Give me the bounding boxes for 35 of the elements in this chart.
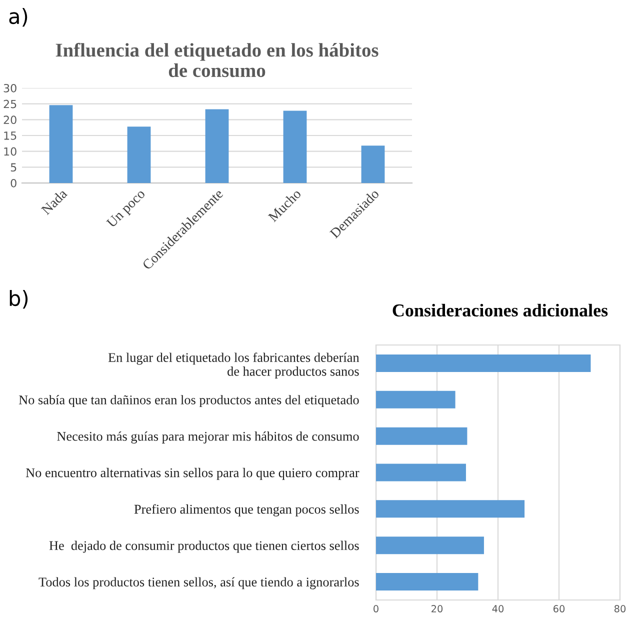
text: a) (9, 8, 28, 27)
bar (127, 126, 151, 183)
x-tick-label: 0 (374, 605, 378, 612)
bar (49, 105, 73, 183)
y-tick-label: No encuentro alternativas sin sellos para lo que quiero comprar (26, 468, 360, 480)
text: b) (10, 290, 28, 309)
x-tick-label: 20 (432, 605, 443, 612)
y-tick-label: 5 (10, 163, 16, 172)
y-tick-label: 25 (4, 100, 16, 108)
bar (205, 109, 229, 183)
x-tick-label: 60 (553, 605, 565, 612)
y-tick-label: 30 (4, 84, 16, 92)
y-tick-label: 10 (4, 147, 16, 156)
y-tick-label: Prefiero alimentos que tengan pocos sellos (134, 504, 359, 516)
y-tick-label: 0 (10, 178, 16, 188)
bar (283, 110, 307, 183)
bar (376, 464, 466, 482)
bar (376, 536, 484, 554)
y-tick-label: He dejado de consumir productos que tienen ciertos sellos (49, 540, 359, 553)
bar (376, 573, 478, 591)
y-tick-label: 20 (4, 116, 16, 124)
bar (376, 354, 591, 372)
bar (361, 146, 385, 183)
y-tick-label: Todos los productos tienen sellos, así que tiendo a ignorarlos (38, 577, 359, 590)
y-tick-label: 15 (4, 132, 16, 140)
chart-title: Consideraciones adicionales (392, 304, 608, 317)
x-tick-label: 80 (614, 605, 626, 612)
x-tick-label: 40 (492, 605, 504, 612)
bar (376, 390, 456, 408)
bar (376, 500, 525, 518)
y-tick-label: En lugar del etiquetado los fabricantes deberían de hacer productos sanos (108, 352, 360, 378)
y-tick-label: Necesito más guías para mejorar mis hábitos de consumo (57, 431, 359, 444)
bar (376, 427, 468, 445)
chart-title: Influencia del etiquetado en los hábitos de consumo (56, 42, 378, 78)
y-tick-label: No sabía que tan dañinos eran los productos antes del etiquetado (18, 395, 359, 408)
